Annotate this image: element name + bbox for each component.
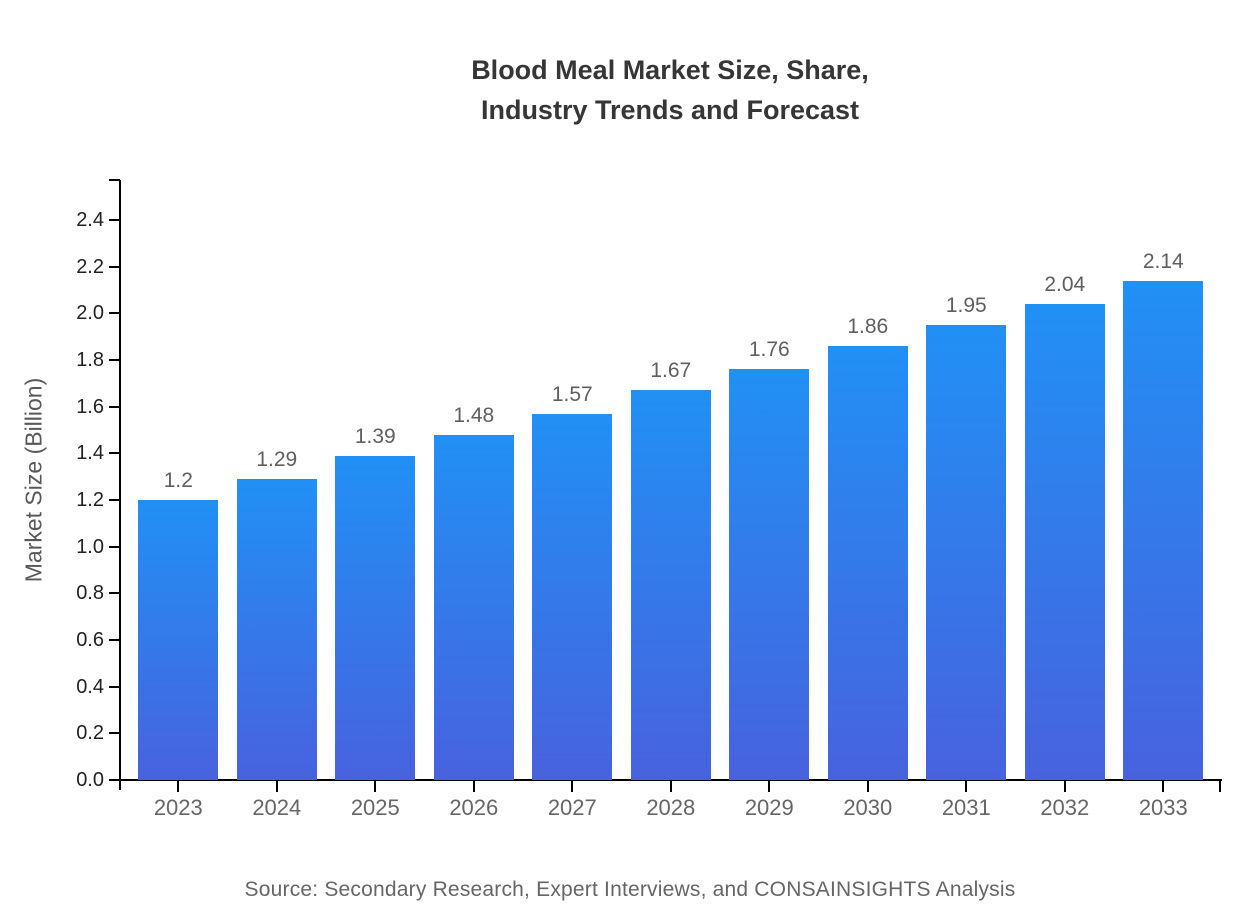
- bar-value-label-2024: 1.29: [256, 448, 298, 472]
- y-tick-label: 0.8: [76, 582, 104, 605]
- y-tick-mark: [109, 545, 120, 548]
- y-tick-mark: [109, 312, 120, 315]
- bar-value-label-2026: 1.48: [453, 403, 495, 427]
- x-tick-label-2031: 2031: [941, 795, 991, 820]
- bar-2024: [236, 479, 317, 780]
- x-tick-label-2027: 2027: [547, 795, 597, 820]
- y-tick-mark: [109, 359, 120, 362]
- y-tick-label: 0.4: [76, 675, 104, 698]
- x-tick-mark: [374, 781, 377, 792]
- bar-2023: [138, 500, 219, 780]
- y-tick-mark: [109, 592, 120, 595]
- bar-value-label-2032: 2.04: [1044, 273, 1086, 297]
- y-tick-mark: [109, 265, 120, 268]
- x-tick-mark: [768, 781, 771, 792]
- y-tick-label: 2.0: [76, 302, 104, 325]
- bar-value-label-2030: 1.86: [847, 315, 889, 339]
- chart-title-line1: Blood Meal Market Size, Share,: [471, 55, 869, 85]
- x-tick-mark: [177, 781, 180, 792]
- x-tick-mark: [571, 781, 574, 792]
- chart-title-line2: Industry Trends and Forecast: [480, 95, 860, 125]
- bar-value-label-2033: 2.14: [1142, 249, 1184, 273]
- bar-2026: [433, 434, 514, 780]
- y-tick-label: 1.0: [76, 535, 104, 558]
- y-tick-label: 2.2: [76, 255, 104, 278]
- chart-title: Blood Meal Market Size, Share, Industry …: [120, 50, 1220, 130]
- bar-2032: [1024, 304, 1105, 780]
- y-tick-mark: [109, 452, 120, 455]
- y-tick-label: 1.6: [76, 395, 104, 418]
- y-tick-mark: [109, 639, 120, 642]
- y-tick-label: 0.0: [76, 769, 104, 791]
- x-tick-mark: [1063, 781, 1066, 792]
- x-tick-label-2028: 2028: [646, 795, 696, 820]
- bar-value-label-2029: 1.76: [748, 338, 790, 362]
- source-caption: Source: Secondary Research, Expert Inter…: [244, 878, 1016, 901]
- bar-2027: [532, 413, 613, 780]
- bar-value-label-2028: 1.67: [650, 359, 692, 383]
- bar-value-label-2031: 1.95: [945, 294, 987, 318]
- x-tick-label-2026: 2026: [449, 795, 499, 820]
- y-tick-mark: [109, 405, 120, 408]
- bar-value-label-2027: 1.57: [551, 382, 593, 406]
- y-tick-label: 0.2: [76, 722, 104, 745]
- y-axis-title: Market Size (Billion): [20, 377, 47, 583]
- x-tick-mark: [275, 781, 278, 792]
- x-axis-end-tick: [1219, 781, 1221, 792]
- bar-2028: [630, 390, 711, 780]
- bar-2033: [1123, 280, 1204, 780]
- y-tick-label: 1.8: [76, 349, 104, 372]
- x-tick-label-2025: 2025: [350, 795, 400, 820]
- x-tick-label-2030: 2030: [843, 795, 893, 820]
- x-tick-label-2023: 2023: [153, 795, 203, 820]
- x-tick-label-2033: 2033: [1138, 795, 1188, 820]
- x-tick-mark: [965, 781, 968, 792]
- x-tick-mark: [669, 781, 672, 792]
- y-tick-mark: [109, 499, 120, 502]
- y-tick-mark: [109, 219, 120, 222]
- bar-2031: [926, 325, 1007, 780]
- y-axis-line: [119, 180, 121, 790]
- x-tick-label-2024: 2024: [252, 795, 302, 820]
- bar-2025: [335, 455, 416, 780]
- x-tick-mark: [472, 781, 475, 792]
- bar-value-label-2023: 1.2: [163, 469, 193, 493]
- bar-value-label-2025: 1.39: [354, 424, 396, 448]
- y-tick-mark: [109, 732, 120, 735]
- y-axis-end-tick: [109, 179, 120, 181]
- x-axis-line: [119, 779, 1222, 781]
- x-tick-label-2029: 2029: [744, 795, 794, 820]
- x-tick-mark: [866, 781, 869, 792]
- x-tick-label-2032: 2032: [1040, 795, 1090, 820]
- y-tick-mark: [109, 779, 120, 781]
- y-tick-label: 1.4: [76, 442, 104, 465]
- bar-2029: [729, 369, 810, 780]
- y-tick-label: 0.6: [76, 629, 104, 652]
- y-tick-label: 1.2: [76, 489, 104, 512]
- x-tick-mark: [1162, 781, 1165, 792]
- bar-2030: [827, 346, 908, 780]
- y-tick-mark: [109, 685, 120, 688]
- y-tick-label: 2.4: [76, 209, 104, 232]
